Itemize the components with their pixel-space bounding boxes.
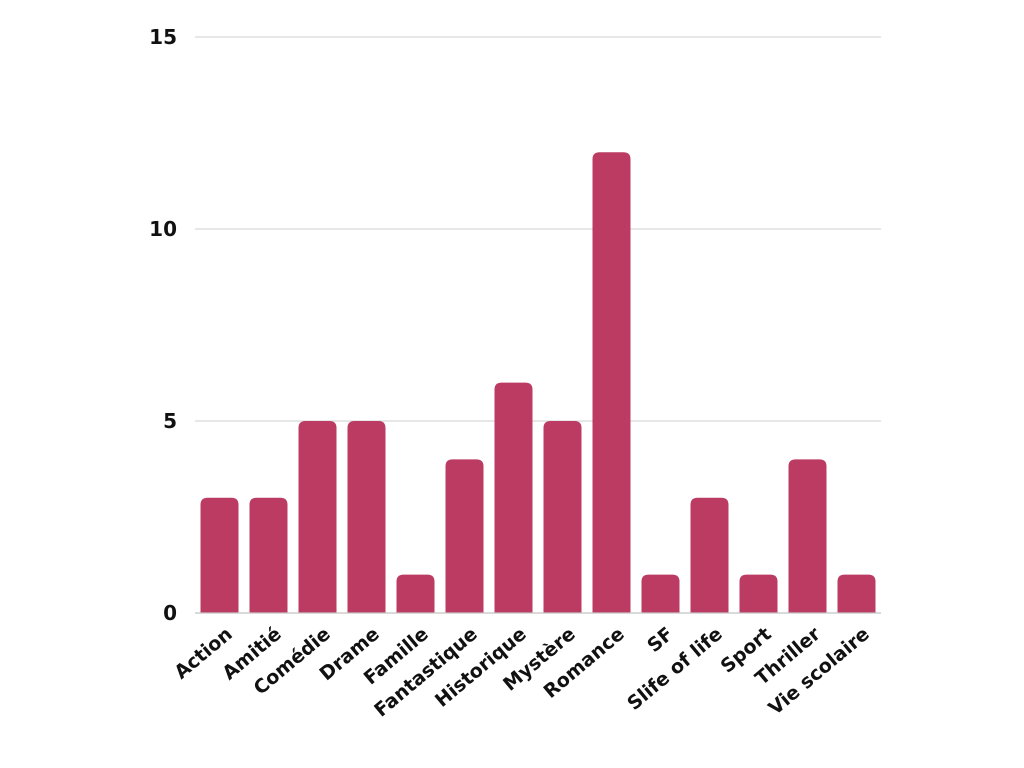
bar-com-die: [298, 421, 337, 613]
bar-sf: [641, 574, 680, 613]
bar-vie-scolaire: [837, 574, 876, 613]
bars: [200, 152, 876, 613]
bar-thriller: [788, 459, 827, 613]
grid-lines: [195, 36, 881, 422]
bar-slife-of-life: [690, 497, 729, 613]
bar-famille: [396, 574, 435, 613]
y-tick-label: 10: [149, 217, 177, 241]
bar-drame: [347, 421, 386, 613]
y-axis-tick-labels: 0 5 10 15: [149, 25, 177, 625]
bar-sport: [739, 574, 778, 613]
bar-romance: [592, 152, 631, 613]
x-axis-category-labels: ActionAmitiéComédieDrameFamilleFantastiq…: [170, 623, 873, 722]
y-tick-label: 15: [149, 25, 177, 49]
bar-action: [200, 497, 239, 613]
bar-myst-re: [543, 421, 582, 613]
y-tick-label: 0: [163, 601, 177, 625]
bar-fantastique: [445, 459, 484, 613]
bar-amiti-: [249, 497, 288, 613]
y-tick-label: 5: [163, 409, 177, 433]
bar-historique: [494, 382, 533, 613]
x-category-label: SF: [643, 623, 678, 657]
